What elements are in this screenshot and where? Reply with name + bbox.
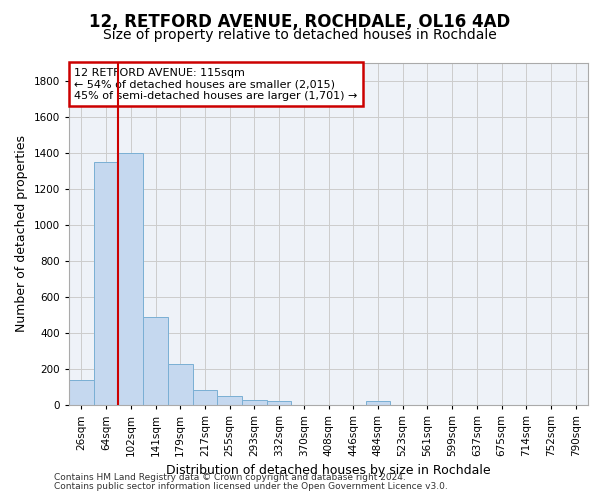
Bar [118, 152, 143, 405]
Text: Contains public sector information licensed under the Open Government Licence v3: Contains public sector information licen… [54, 482, 448, 491]
Text: 12, RETFORD AVENUE, ROCHDALE, OL16 4AD: 12, RETFORD AVENUE, ROCHDALE, OL16 4AD [89, 12, 511, 30]
Bar [242, 400, 267, 405]
Bar [193, 390, 217, 405]
X-axis label: Distribution of detached houses by size in Rochdale: Distribution of detached houses by size … [166, 464, 491, 477]
Text: Size of property relative to detached houses in Rochdale: Size of property relative to detached ho… [103, 28, 497, 42]
Bar [168, 364, 193, 405]
Text: Contains HM Land Registry data © Crown copyright and database right 2024.: Contains HM Land Registry data © Crown c… [54, 474, 406, 482]
Bar [365, 402, 390, 405]
Bar [69, 380, 94, 405]
Bar [267, 402, 292, 405]
Text: 12 RETFORD AVENUE: 115sqm
← 54% of detached houses are smaller (2,015)
45% of se: 12 RETFORD AVENUE: 115sqm ← 54% of detac… [74, 68, 358, 101]
Y-axis label: Number of detached properties: Number of detached properties [15, 135, 28, 332]
Bar [94, 162, 118, 405]
Bar [217, 396, 242, 405]
Bar [143, 316, 168, 405]
